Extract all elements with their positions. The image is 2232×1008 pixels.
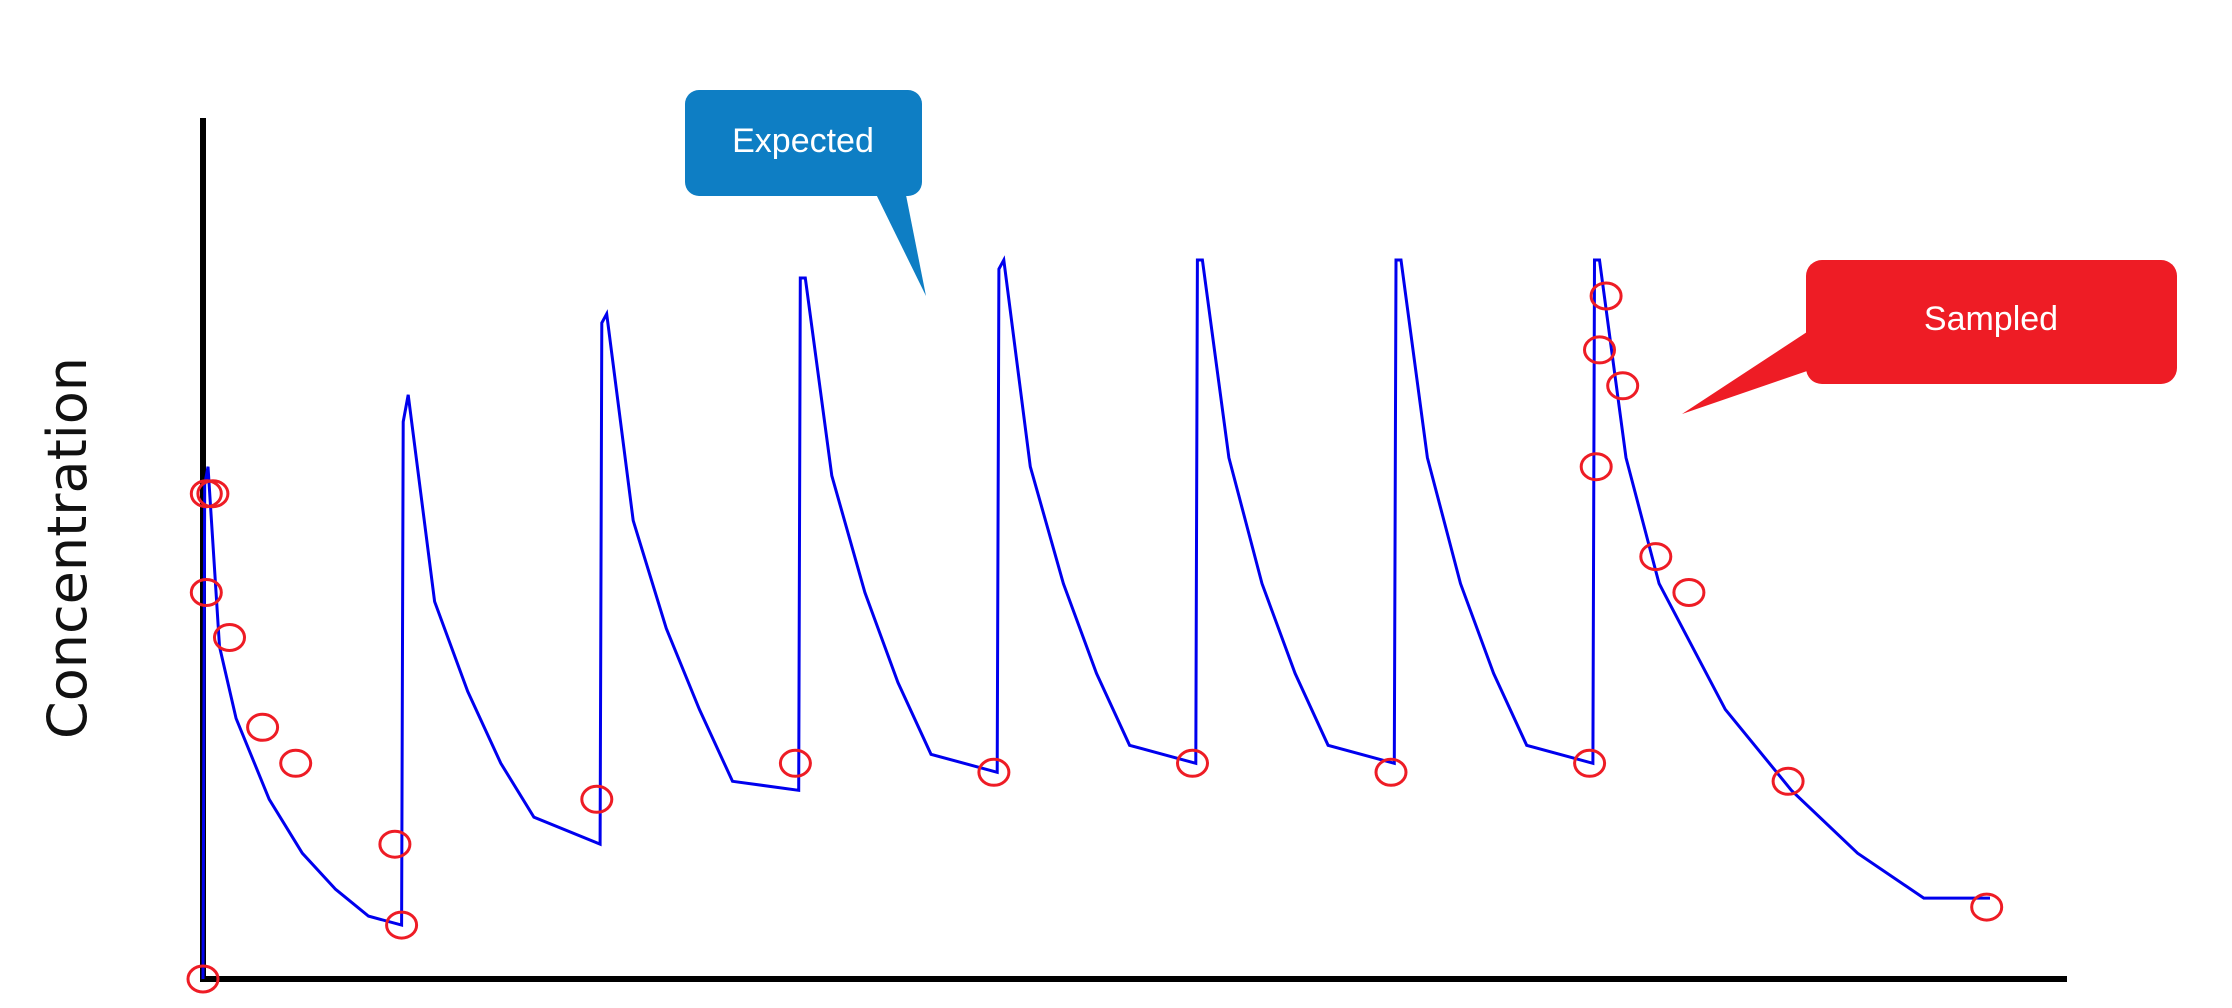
sampled-callout-label: Sampled bbox=[1924, 300, 2058, 338]
sampled-point bbox=[1583, 335, 1616, 365]
expected-callout-label: Expected bbox=[732, 122, 874, 160]
sampled-point bbox=[1579, 452, 1613, 482]
expected-callout-pointer bbox=[874, 190, 926, 296]
sampled-point bbox=[977, 757, 1011, 787]
sampled-point bbox=[1589, 281, 1623, 311]
sampled-point bbox=[1639, 542, 1673, 572]
sampled-callout-pointer bbox=[1682, 330, 1810, 414]
sampled-point bbox=[1672, 578, 1706, 607]
sampled-point bbox=[279, 748, 313, 778]
sampled-point bbox=[1606, 371, 1640, 401]
sampled-point bbox=[385, 910, 419, 940]
sampled-callout-box bbox=[1806, 260, 2177, 384]
sampled-point bbox=[1176, 748, 1209, 778]
expected-callout: Expected bbox=[685, 90, 926, 296]
expected-callout-box bbox=[685, 90, 922, 196]
axes bbox=[200, 118, 2067, 982]
sampled-point bbox=[213, 623, 246, 652]
sampled-point bbox=[186, 964, 220, 994]
sampled-point bbox=[189, 479, 223, 509]
sampled-points bbox=[186, 281, 2004, 994]
sampled-callout: Sampled bbox=[1682, 260, 2177, 414]
sampled-point bbox=[196, 479, 230, 509]
sampled-point bbox=[1374, 757, 1408, 787]
sampled-point bbox=[1970, 892, 2004, 922]
sampled-point bbox=[1771, 766, 1805, 796]
sampled-point bbox=[778, 748, 812, 778]
sampled-point bbox=[189, 578, 223, 607]
sampled-point bbox=[378, 829, 412, 859]
sampled-point bbox=[580, 784, 614, 814]
sampled-point bbox=[1573, 748, 1607, 778]
sampled-point bbox=[246, 712, 280, 742]
expected-curve bbox=[201, 255, 1990, 980]
y-axis-label: Concentration bbox=[36, 357, 99, 739]
